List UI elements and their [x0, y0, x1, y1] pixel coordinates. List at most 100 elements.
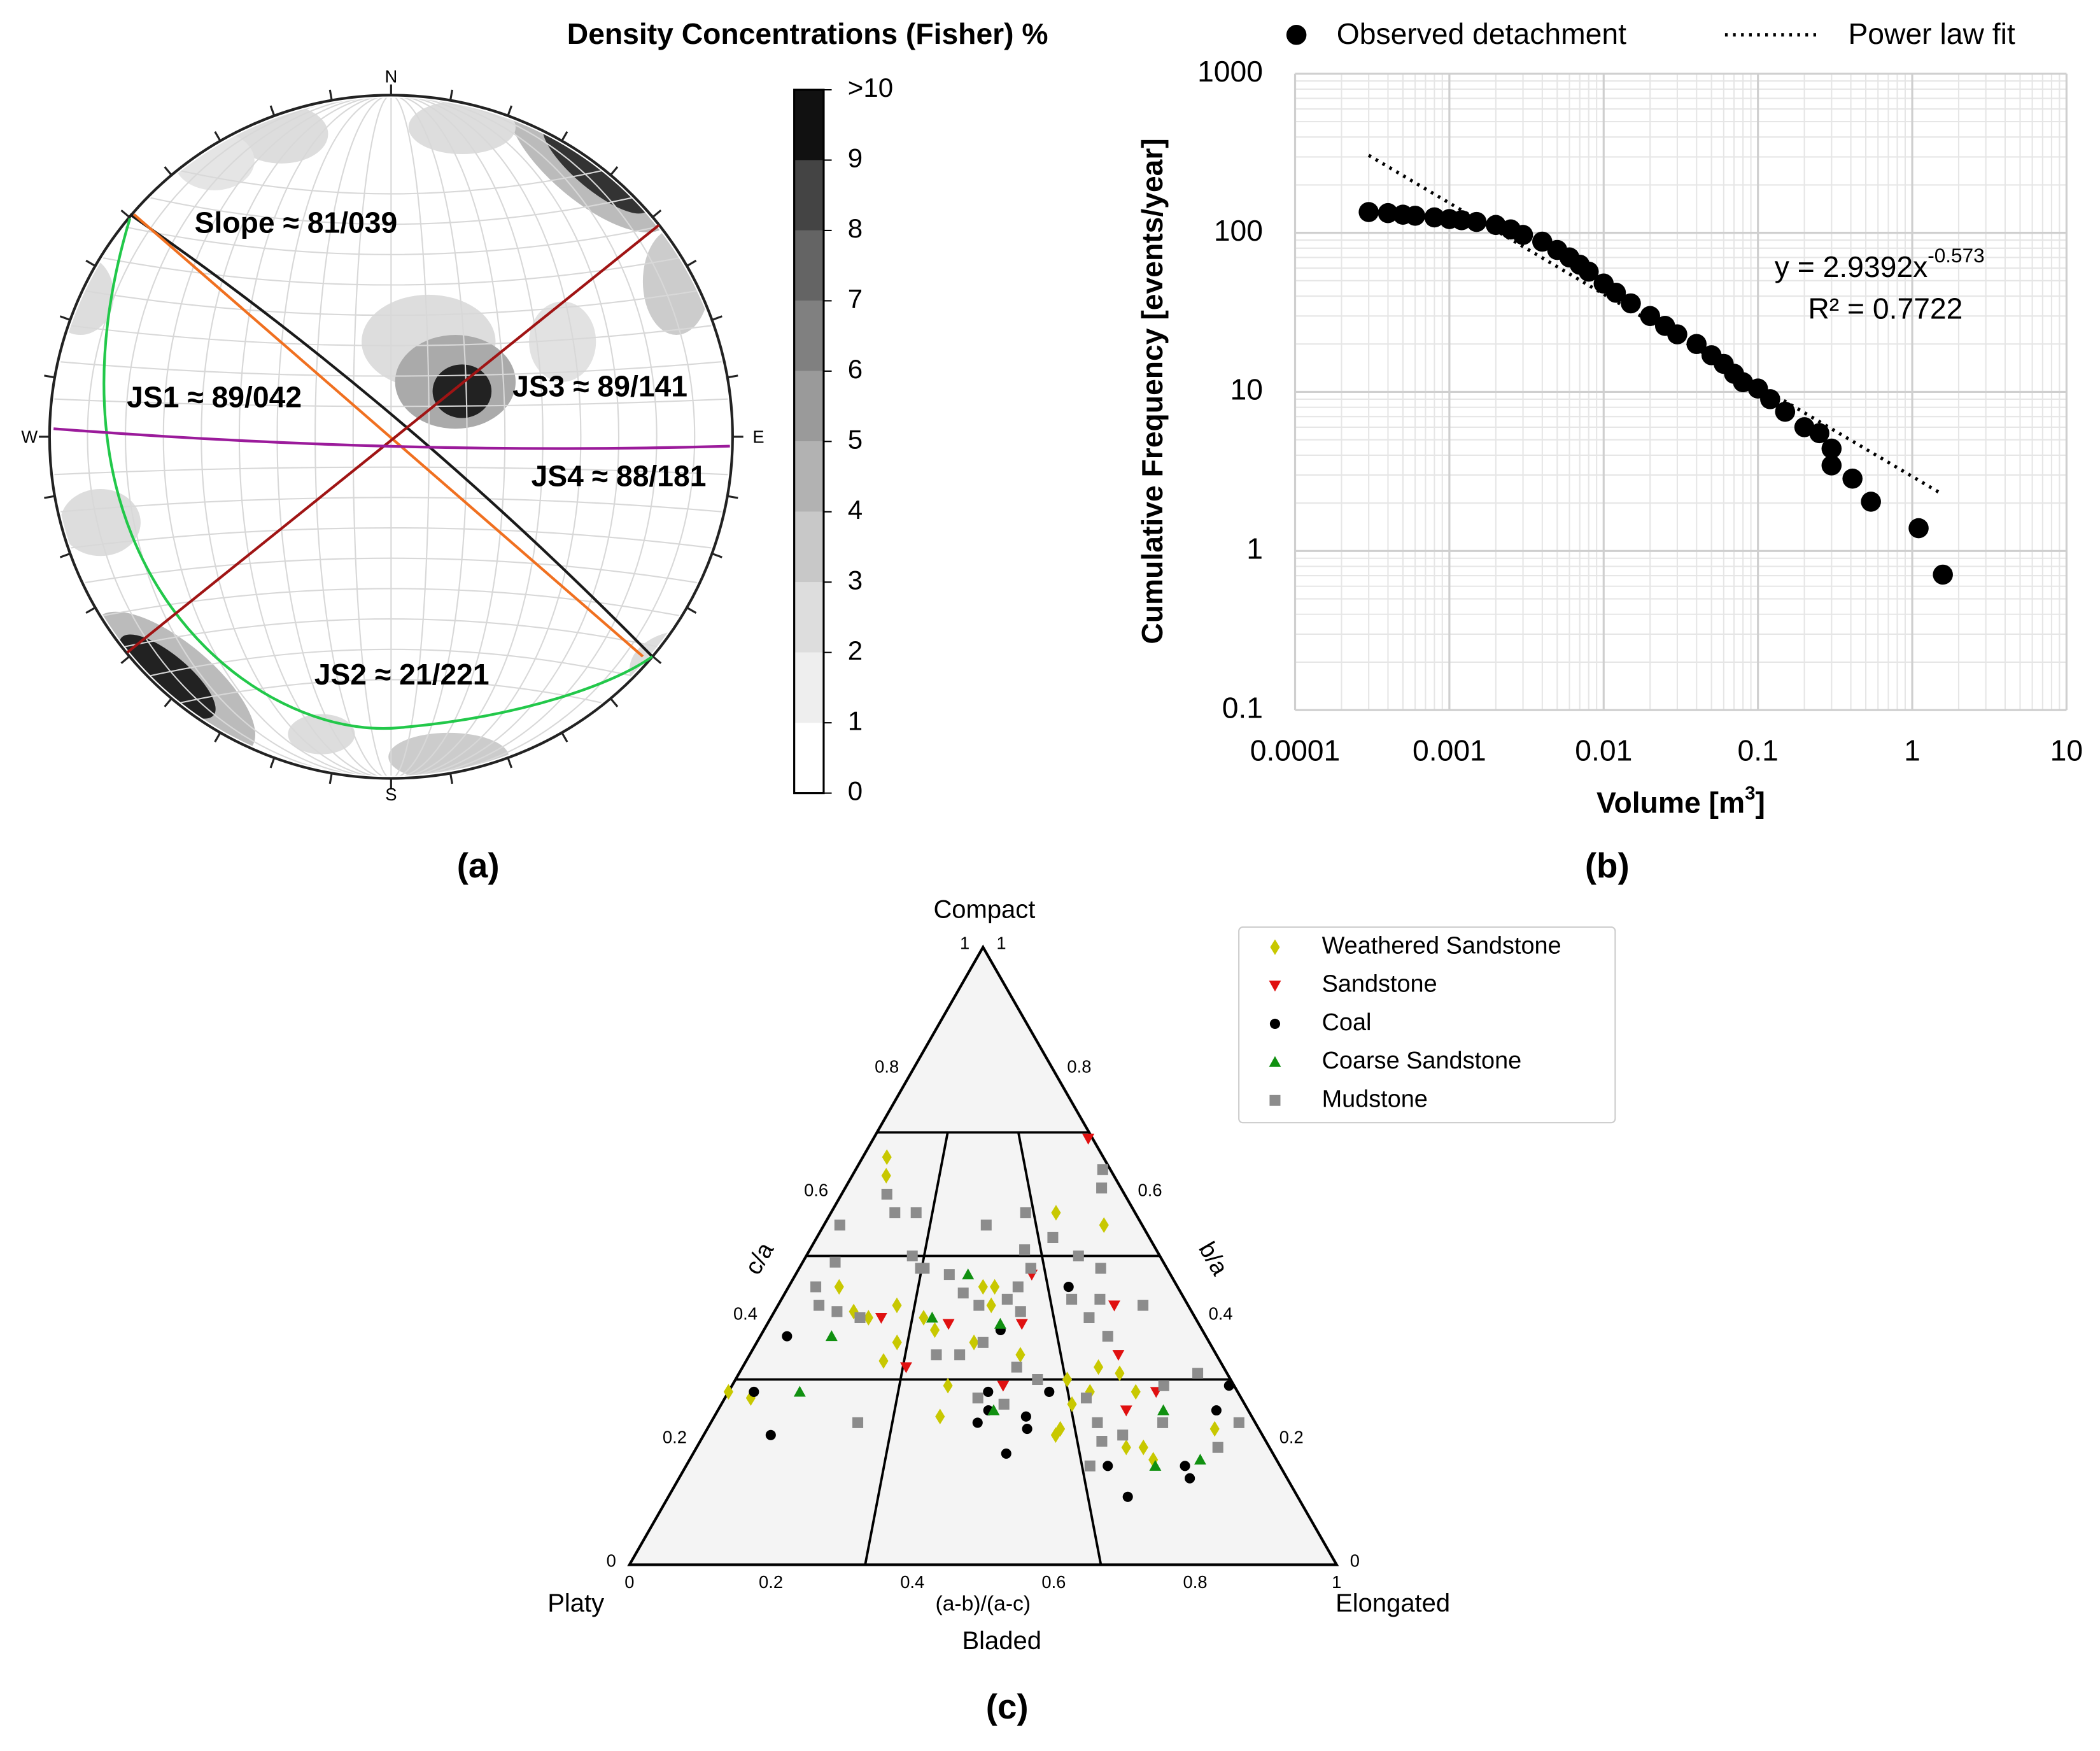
panel-label: (b): [1585, 846, 1630, 885]
colorbar-title: Density Concentrations (Fisher) %: [567, 17, 1048, 50]
data-point: [1096, 1435, 1108, 1447]
data-point: [1047, 1231, 1059, 1243]
data-point: [935, 1408, 945, 1425]
data-point: [852, 1417, 864, 1428]
right-tick-label: 0.8: [1067, 1057, 1091, 1077]
net-meridian: [87, 97, 696, 776]
legend-swatch: [1269, 1018, 1281, 1029]
bottom-tick-label: 0.2: [759, 1572, 783, 1592]
panel-label: (a): [457, 846, 500, 885]
data-point: [889, 1207, 901, 1219]
data-point: [978, 1279, 988, 1295]
data-point: [1424, 207, 1445, 228]
colorbar-tick-label: 3: [848, 565, 863, 595]
equation-text: y = 2.9392x: [1775, 250, 1928, 283]
data-point: [1358, 202, 1379, 222]
net-tick: [328, 773, 333, 784]
top-label: Compact: [933, 895, 1035, 923]
data-point: [749, 1386, 759, 1397]
data-point: [910, 1207, 922, 1219]
data-point: [881, 1189, 892, 1200]
net-tick: [59, 552, 71, 558]
net-meridian: [238, 97, 544, 776]
data-point: [1020, 1207, 1031, 1219]
data-point: [1131, 1384, 1141, 1400]
data-point: [972, 1393, 983, 1404]
net-tick: [686, 259, 697, 267]
data-point: [990, 1279, 1000, 1295]
net-meridian: [201, 97, 582, 776]
data-point: [973, 1300, 985, 1311]
right-tick-label: 0.2: [1279, 1428, 1304, 1447]
data-point: [1842, 468, 1863, 489]
data-point: [1092, 1417, 1103, 1428]
great-circle: [129, 213, 654, 658]
x-tick-label: 0.0001: [1250, 734, 1341, 767]
net-tick: [507, 757, 513, 769]
data-point: [977, 1336, 989, 1348]
panel-label: (c): [986, 1687, 1029, 1726]
colorbar-tick-label: 4: [848, 495, 863, 525]
colorbar-tick-label: 7: [848, 284, 863, 314]
x-tick-label: 0.01: [1575, 734, 1632, 767]
data-point: [1138, 1439, 1148, 1456]
data-point: [1063, 1281, 1074, 1293]
data-point: [943, 1377, 953, 1394]
data-point: [810, 1281, 822, 1293]
great-circle: [126, 223, 660, 654]
data-point: [882, 1149, 892, 1165]
data-point: [745, 1390, 756, 1406]
bottom-tick-label: 0: [624, 1572, 634, 1592]
data-point: [1011, 1361, 1022, 1373]
data-point: [854, 1312, 866, 1324]
net-meridian: [314, 97, 468, 776]
left-tick-label: 0.8: [875, 1057, 899, 1077]
data-point: [943, 1269, 955, 1280]
net-tick: [120, 655, 130, 664]
data-point: [1120, 1405, 1132, 1417]
legend-swatch: [1269, 1095, 1281, 1106]
data-point: [1066, 1293, 1078, 1305]
right-axis-label: b/a: [1193, 1237, 1233, 1280]
colorbar-band: [794, 230, 824, 301]
data-point: [899, 1362, 912, 1373]
data-point: [1180, 1461, 1190, 1471]
data-point: [892, 1297, 902, 1314]
legend-label: Coal: [1322, 1009, 1372, 1036]
xlabel: (a-b)/(a-c): [936, 1592, 1031, 1615]
data-point: [1760, 389, 1780, 409]
data-point: [1192, 1368, 1204, 1379]
legend-swatch: [1270, 939, 1280, 955]
colorbar-tick-label: 5: [848, 424, 863, 454]
net-tick: [449, 773, 453, 784]
data-point: [926, 1312, 938, 1323]
data-point: [1073, 1251, 1084, 1262]
x-axis-label-part: ]: [1755, 786, 1765, 819]
right-tick-label: 0: [1350, 1550, 1360, 1570]
data-point: [1223, 1380, 1234, 1391]
data-point: [1094, 1293, 1106, 1305]
net-tick: [214, 732, 222, 742]
data-point: [1117, 1429, 1129, 1441]
r-squared: R² = 0.7722: [1808, 292, 1963, 325]
data-point: [1211, 1405, 1222, 1416]
x-tick-label: 0.1: [1737, 734, 1778, 767]
colorbar-band: [794, 652, 824, 723]
net-tick: [652, 655, 662, 664]
data-point: [962, 1268, 975, 1280]
colorbar-tick-label: 6: [848, 354, 863, 384]
data-point: [906, 1251, 918, 1262]
colorbar-band: [794, 90, 824, 160]
data-point: [1051, 1205, 1061, 1221]
net-tick: [59, 315, 71, 321]
net-tick: [610, 166, 619, 176]
colorbar-tick-label: 2: [848, 635, 863, 665]
colorbar-band: [794, 301, 824, 371]
colorbar-tick-label: 0: [848, 776, 863, 806]
data-point: [1466, 211, 1487, 232]
data-point: [1094, 1359, 1104, 1375]
data-point: [765, 1429, 776, 1440]
y-tick-label: 100: [1214, 214, 1263, 247]
data-point: [1121, 1439, 1131, 1456]
data-point: [782, 1331, 793, 1342]
